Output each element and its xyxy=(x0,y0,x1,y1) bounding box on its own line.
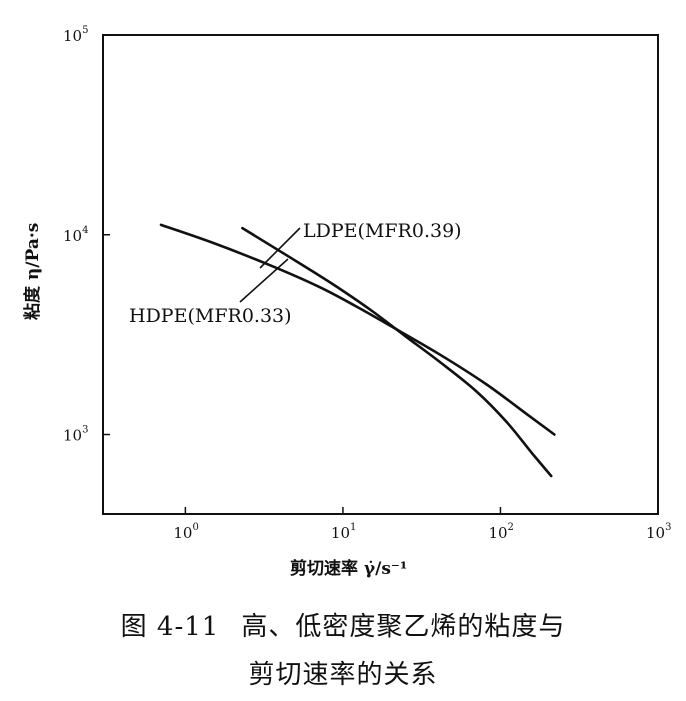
hdpe-leader-line xyxy=(239,258,289,303)
hdpe-label: HDPE(MFR0.33) xyxy=(129,305,292,327)
y-tick-exponent: 3 xyxy=(82,425,88,436)
y-axis-title: 粘度 η/Pa·s xyxy=(22,223,43,320)
ldpe-leader-line xyxy=(259,227,301,269)
series-layer xyxy=(159,223,556,478)
y-tick-label: 103 xyxy=(63,425,88,445)
figure-number: 图 4-11 xyxy=(120,612,220,642)
x-tick-base: 10 xyxy=(173,524,192,542)
y-tick-exponent: 4 xyxy=(82,225,88,236)
ldpe-label: LDPE(MFR0.39) xyxy=(303,220,462,242)
x-tick-exponent: 3 xyxy=(665,522,671,533)
caption-text-1: 高、低密度聚乙烯的粘度与 xyxy=(241,612,566,642)
x-tick-exponent: 1 xyxy=(350,522,356,533)
y-tick-base: 10 xyxy=(63,427,82,445)
x-tick-exponent: 0 xyxy=(192,522,198,533)
x-axis-title: 剪切速率 γ̇/s⁻¹ xyxy=(290,558,407,579)
y-tick-base: 10 xyxy=(63,27,82,45)
x-tick-base: 10 xyxy=(646,524,665,542)
hdpe-curve xyxy=(159,223,556,436)
figure-caption-line2: 剪切速率的关系 xyxy=(248,660,438,690)
y-tick-label: 104 xyxy=(63,225,88,245)
x-tick-label: 101 xyxy=(331,522,356,542)
y-tick-base: 10 xyxy=(63,227,82,245)
x-axis-ticks: 100 101 102 103 xyxy=(173,507,671,542)
x-tick-base: 10 xyxy=(488,524,507,542)
y-tick-exponent: 5 xyxy=(82,25,88,36)
x-tick-base: 10 xyxy=(331,524,350,542)
ldpe-curve xyxy=(241,226,553,478)
y-tick-label: 105 xyxy=(63,25,88,45)
figure-caption-line1: 图 4-11 高、低密度聚乙烯的粘度与 xyxy=(0,606,686,643)
x-tick-label: 102 xyxy=(488,522,513,542)
x-tick-label: 103 xyxy=(646,522,671,542)
x-tick-exponent: 2 xyxy=(508,522,514,533)
x-tick-label: 100 xyxy=(173,522,198,542)
plot-frame xyxy=(102,34,659,515)
